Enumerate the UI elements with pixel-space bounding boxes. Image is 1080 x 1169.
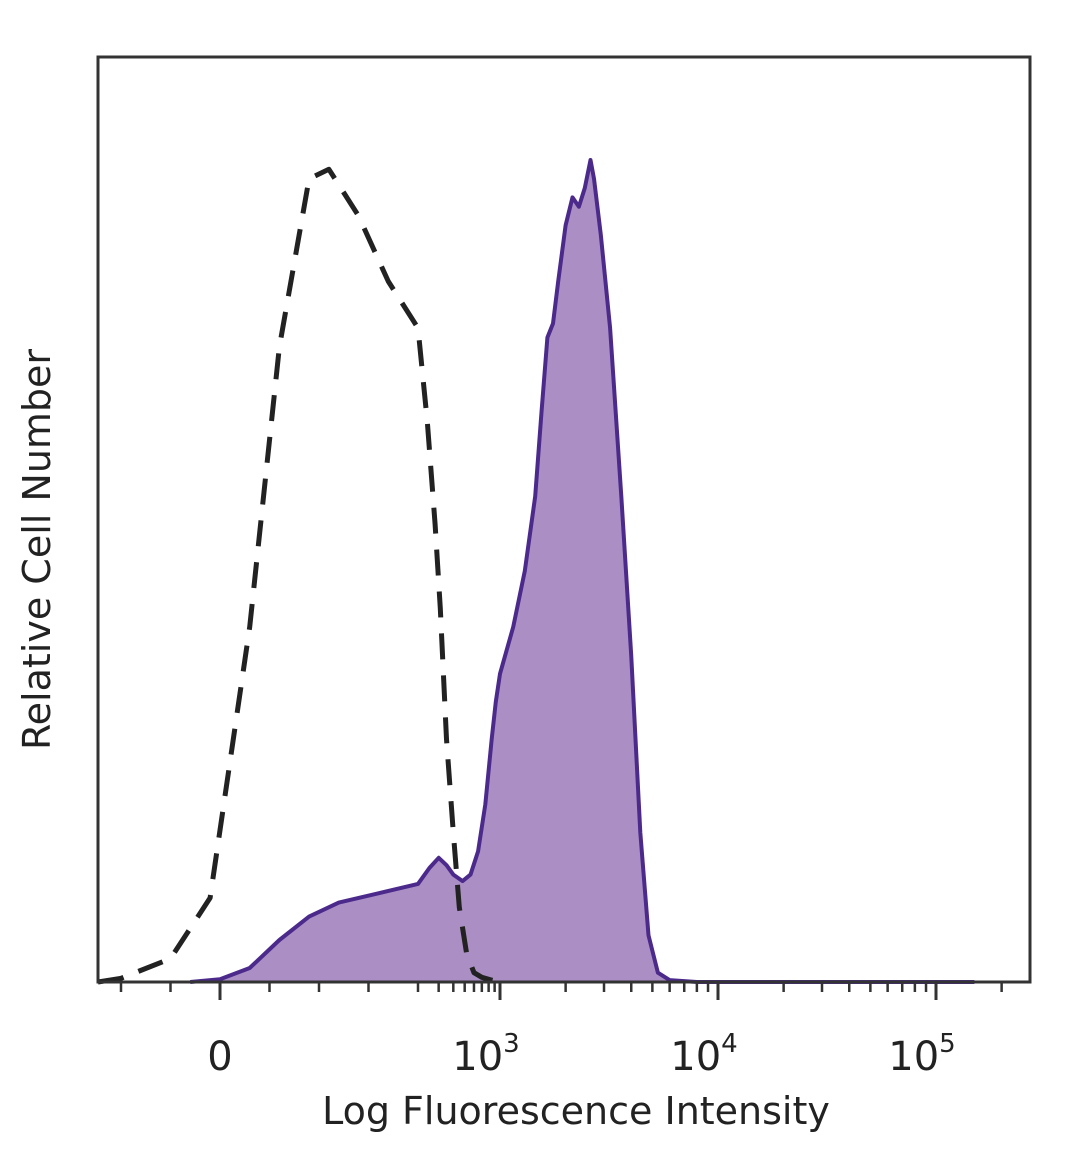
- plot-frame: [96, 55, 1032, 984]
- x-major-ticks: [218, 982, 938, 1000]
- x-tick-label-1: 103: [452, 1029, 519, 1080]
- series-fill-0: [190, 160, 975, 982]
- series-line-0: [190, 158, 975, 984]
- x-tick-label-2: 104: [670, 1029, 737, 1080]
- series-layer: [97, 158, 975, 985]
- x-tick-label-0: 0: [207, 1034, 232, 1080]
- x-tick-labels: 0 103 104 105: [207, 1029, 955, 1080]
- x-minor-ticks: [119, 982, 1003, 992]
- plot-area: [96, 55, 1032, 1000]
- x-axis-label: Log Fluorescence Intensity: [322, 1089, 830, 1133]
- x-tick-label-3: 105: [888, 1029, 955, 1080]
- y-axis-label: Relative Cell Number: [15, 349, 59, 750]
